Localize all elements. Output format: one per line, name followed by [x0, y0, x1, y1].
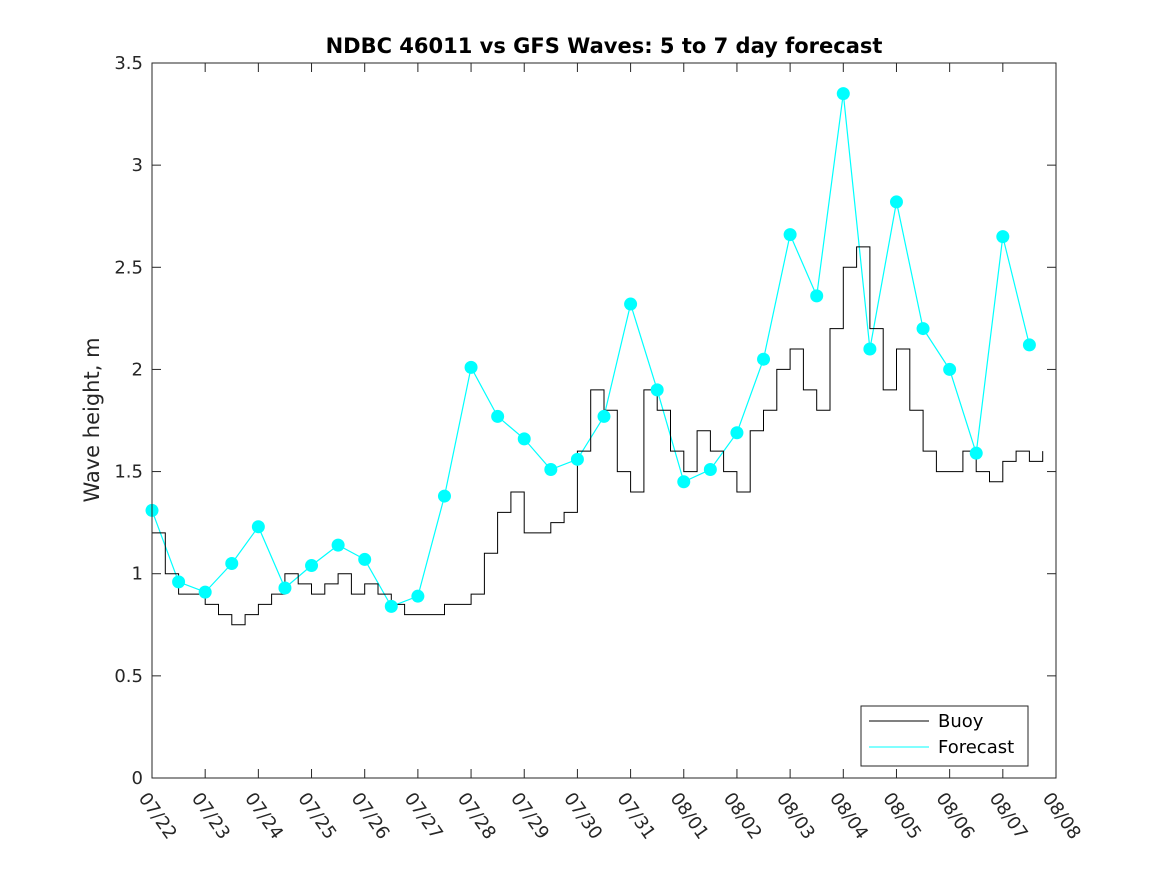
forecast-point [172, 575, 186, 589]
forecast-point [597, 409, 611, 423]
buoy-trace [152, 246, 1044, 626]
y-tick-label: 2 [132, 359, 143, 380]
forecast-point [464, 360, 478, 374]
chart-title: NDBC 46011 vs GFS Waves: 5 to 7 day fore… [326, 34, 883, 58]
plot-frame [151, 62, 1057, 779]
forecast-point [570, 452, 584, 466]
forecast-point [411, 589, 425, 603]
forecast-point [437, 489, 451, 503]
forecast-point [703, 463, 717, 477]
forecast-point [677, 475, 691, 489]
forecast-point [251, 520, 265, 534]
forecast-point [863, 342, 877, 356]
forecast-point [384, 599, 398, 613]
forecast-point [916, 322, 930, 336]
forecast-point [1022, 338, 1036, 352]
legend-box [860, 705, 1029, 767]
forecast-point [305, 559, 319, 573]
y-tick-label: 0 [132, 768, 143, 789]
forecast-point [491, 409, 505, 423]
y-tick-label: 3 [132, 155, 143, 176]
y-tick-label: 2.5 [114, 257, 143, 278]
forecast-point [331, 538, 345, 552]
y-tick-label: 1 [132, 564, 143, 585]
y-axis-ticks: 0 0.5 1 1.5 2 2.5 3 3.5 [114, 53, 1056, 789]
forecast-point [889, 195, 903, 209]
legend-forecast-label: Forecast [938, 737, 1014, 758]
buoy-series-line [152, 246, 1044, 626]
forecast-point [278, 581, 292, 595]
forecast-point [544, 463, 558, 477]
forecast-point [225, 557, 239, 570]
legend: Buoy Forecast [860, 705, 1029, 767]
forecast-point [358, 552, 372, 566]
forecast-point [783, 228, 797, 242]
forecast-point [836, 87, 850, 101]
forecast-markers [145, 87, 1036, 613]
forecast-point [624, 297, 638, 311]
y-axis-label: Wave height, m [80, 337, 104, 502]
forecast-point [517, 432, 531, 446]
forecast-point [996, 230, 1010, 244]
forecast-point [650, 383, 664, 397]
forecast-point [943, 362, 957, 376]
forecast-point [757, 352, 771, 366]
legend-buoy-label: Buoy [938, 711, 984, 732]
y-tick-label: 1.5 [114, 462, 143, 483]
forecast-point [730, 426, 744, 440]
y-tick-label: 3.5 [114, 53, 143, 74]
forecast-point [810, 289, 824, 303]
forecast-point [969, 446, 983, 460]
forecast-point [198, 585, 212, 599]
y-tick-label: 0.5 [114, 666, 143, 687]
